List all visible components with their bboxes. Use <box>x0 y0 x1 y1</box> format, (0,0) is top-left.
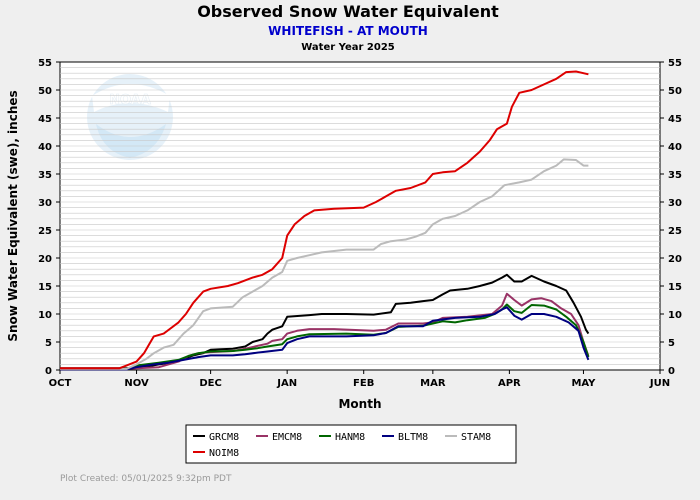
y-right-tick-label: 25 <box>668 226 682 237</box>
series-lines <box>60 70 590 371</box>
legend-label-stam8: STAM8 <box>461 432 491 443</box>
plot-created-footer: Plot Created: 05/01/2025 9:32pm PDT <box>60 474 232 484</box>
noaa-logo-icon: NOAA <box>87 74 173 160</box>
y-right-tick-label: 0 <box>668 366 675 377</box>
legend-label-bltm8: BLTM8 <box>398 432 428 443</box>
y-tick-label: 30 <box>38 198 52 209</box>
x-tick-label: NOV <box>124 378 149 389</box>
y-tick-label: 35 <box>38 170 52 181</box>
y-tick-label: 5 <box>45 338 52 349</box>
y-right-tick-label: 55 <box>668 58 682 69</box>
y-tick-label: 20 <box>38 254 52 265</box>
legend-label-noim8: NOIM8 <box>209 448 239 459</box>
x-axis: OCT NOV DEC JAN FEB MAR APR MAY JUN <box>49 370 670 389</box>
x-tick-label: JAN <box>276 378 297 389</box>
y-tick-label: 10 <box>38 310 52 321</box>
y-right-tick-label: 15 <box>668 282 682 293</box>
noaa-logo-text: NOAA <box>109 93 151 108</box>
legend-label-hanm8: HANM8 <box>335 432 365 443</box>
y-tick-label: 50 <box>38 86 52 97</box>
series-line-stam8 <box>60 158 589 370</box>
y-right-tick-label: 20 <box>668 254 682 265</box>
y-tick-label: 40 <box>38 142 52 153</box>
y-right-tick-label: 5 <box>668 338 675 349</box>
y-right-tick-label: 45 <box>668 114 682 125</box>
series-line-bltm8 <box>60 306 590 371</box>
y-tick-label: 45 <box>38 114 52 125</box>
y-tick-label: 25 <box>38 226 52 237</box>
legend-box <box>185 424 517 464</box>
x-tick-label: MAY <box>571 378 596 389</box>
x-tick-label: MAR <box>420 378 446 389</box>
y-axis-label: Snow Water Equivalent (swe), inches <box>6 90 20 341</box>
series-line-noim8 <box>60 70 589 370</box>
chart-subtitle-station: WHITEFISH - AT MOUTH <box>268 24 428 38</box>
x-tick-label: OCT <box>49 378 72 389</box>
x-tick-label: APR <box>498 378 521 389</box>
x-axis-label: Month <box>338 397 381 411</box>
y-right-tick-label: 40 <box>668 142 682 153</box>
legend: GRCM8 EMCM8 HANM8 BLTM8 STAM8 NOIM8 <box>193 432 491 459</box>
chart-subtitle-water-year: Water Year 2025 <box>301 42 395 53</box>
y-tick-label: 55 <box>38 58 52 69</box>
y-right-tick-label: 35 <box>668 170 682 181</box>
legend-label-emcm8: EMCM8 <box>272 432 302 443</box>
x-tick-label: JUN <box>649 378 670 389</box>
y-tick-label: 0 <box>45 366 52 377</box>
y-right-tick-label: 50 <box>668 86 682 97</box>
chart-title: Observed Snow Water Equivalent <box>197 2 499 21</box>
y-tick-label: 15 <box>38 282 52 293</box>
x-tick-label: DEC <box>199 378 221 389</box>
y-right-tick-label: 10 <box>668 310 682 321</box>
legend-label-grcm8: GRCM8 <box>209 432 239 443</box>
x-tick-label: FEB <box>353 378 374 389</box>
y-right-tick-label: 30 <box>668 198 682 209</box>
